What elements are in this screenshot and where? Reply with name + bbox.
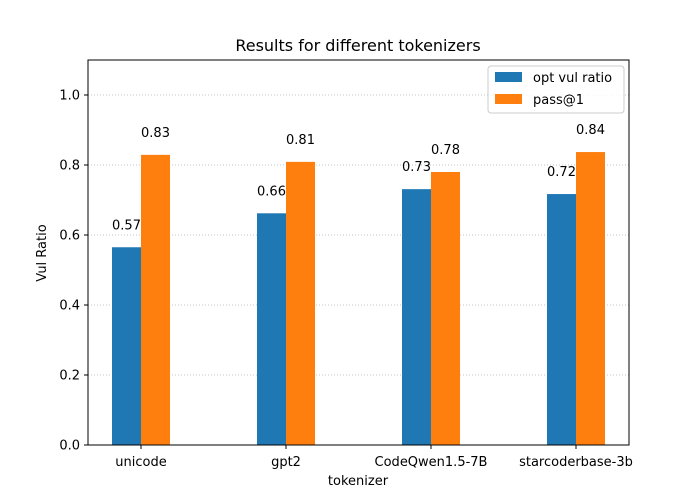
- x-tick-label: starcoderbase-3b: [519, 455, 633, 470]
- y-tick-label: 0.8: [59, 159, 80, 174]
- y-tick-label: 1.0: [59, 89, 80, 104]
- bar-pass-at-1-0: [141, 154, 170, 445]
- bar-opt-vul-ratio-3: [547, 194, 576, 445]
- legend-label-pass-at-1: pass@1: [533, 93, 584, 108]
- legend-swatch-opt-vul-ratio: [495, 72, 522, 82]
- y-axis-label: Vul Ratio: [35, 224, 50, 281]
- chart-title: Results for different tokenizers: [235, 36, 480, 55]
- value-labels: 0.57 0.83 0.66 0.81 0.730.78 0.72 0.84: [112, 123, 605, 233]
- bar-value-label: 0.66: [257, 184, 286, 199]
- bar-opt-vul-ratio-2: [402, 189, 431, 445]
- x-axis-ticks: unicode gpt2 CodeQwen1.5-7B starcoderbase-3…: [115, 445, 633, 470]
- y-tick-label: 0.2: [59, 369, 80, 384]
- bar-pass-at-1-2: [431, 172, 460, 445]
- y-tick-label: 0.0: [59, 439, 80, 454]
- bar-pass-at-1-3: [576, 152, 605, 446]
- legend: opt vul ratio pass@1: [487, 65, 625, 114]
- x-tick-label: unicode: [115, 455, 166, 470]
- bar-pass-at-1-1: [286, 161, 315, 445]
- y-tick-label: 0.6: [59, 229, 80, 244]
- gridlines: [88, 94, 629, 376]
- bar-opt-vul-ratio-0: [112, 247, 141, 445]
- bar-value-label: 0.78: [431, 143, 460, 158]
- x-axis-label: tokenizer: [328, 474, 389, 489]
- plot-frame: [87, 59, 630, 446]
- x-tick-label: CodeQwen1.5-7B: [375, 455, 488, 470]
- bar-opt-vul-ratio-1: [257, 213, 286, 445]
- x-tick-label: gpt2: [271, 455, 301, 470]
- legend-label-opt-vul-ratio: opt vul ratio: [533, 71, 612, 86]
- legend-swatch-pass-at-1: [495, 94, 522, 104]
- bar-value-label: 0.81: [286, 133, 315, 148]
- y-axis-ticks: 0.0 0.2 0.4 0.6 0.8 1.0: [59, 89, 88, 454]
- y-tick-label: 0.4: [59, 299, 80, 314]
- bar-value-label: 0.57: [112, 218, 141, 233]
- bar-value-label: 0.83: [141, 126, 170, 141]
- bars: [112, 152, 605, 446]
- bar-value-label: 0.84: [576, 123, 605, 138]
- bar-value-label: 0.72: [547, 165, 576, 180]
- bar-value-label: 0.73: [402, 160, 431, 175]
